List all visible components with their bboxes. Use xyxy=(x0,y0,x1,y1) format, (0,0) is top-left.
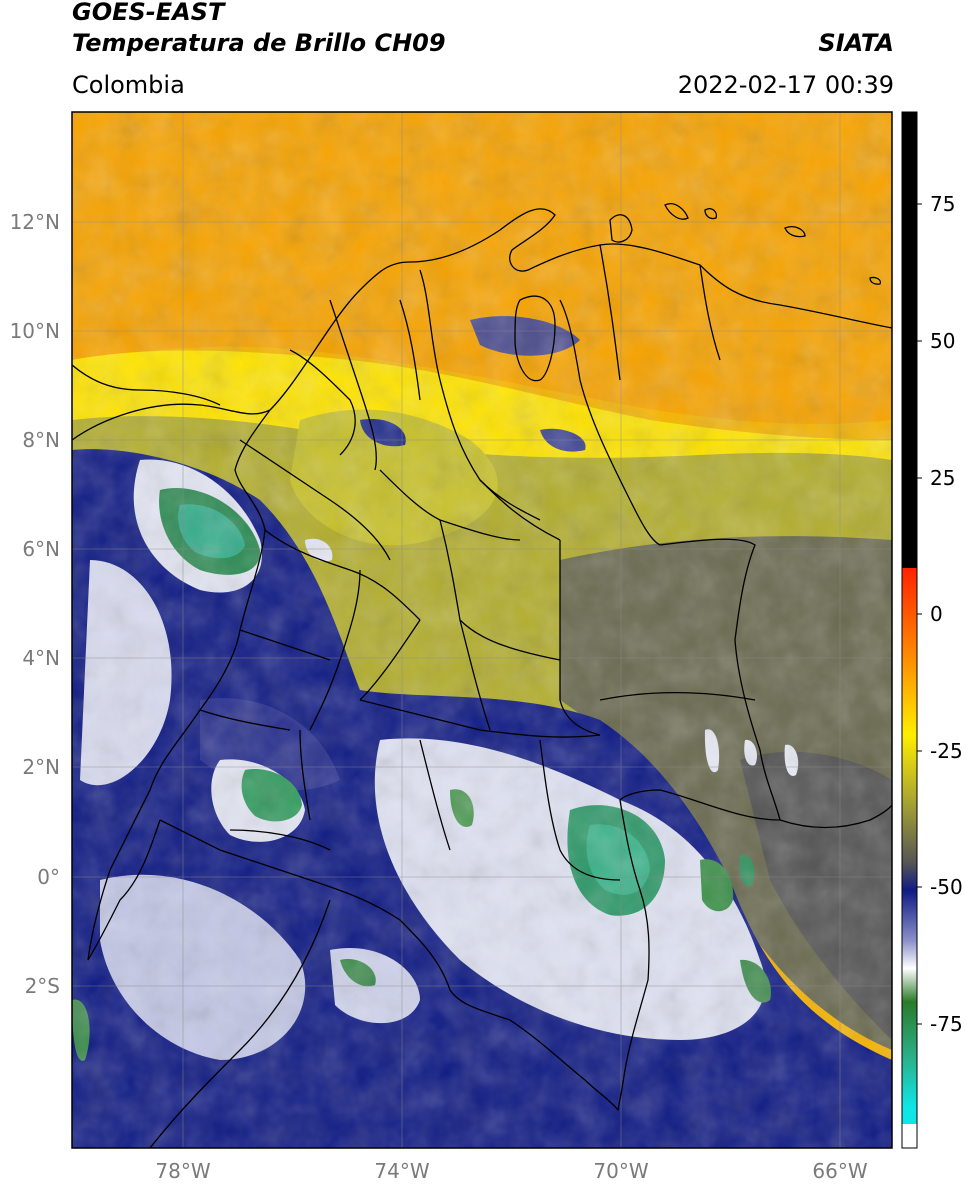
colorbar-tick-75: 75 xyxy=(930,192,956,216)
colorbar-tick-50: 50 xyxy=(930,329,956,353)
colorbar-tick-minus75: -75 xyxy=(930,1012,963,1036)
datetime-label: 2022-02-17 00:39 xyxy=(677,71,894,99)
region-label: Colombia xyxy=(72,71,185,99)
lat-tick-12n: 12°N xyxy=(9,210,60,234)
map-frame xyxy=(71,111,893,1149)
colorbar-black-segment xyxy=(902,112,917,568)
lon-tick-70w: 70°W xyxy=(593,1159,649,1183)
lon-tick-78w: 78°W xyxy=(155,1159,211,1183)
colorbar-tick-minus25: -25 xyxy=(930,739,963,763)
satellite-title: GOES-EAST xyxy=(72,0,225,26)
lat-tick-2n: 2°N xyxy=(22,755,60,779)
lat-tick-2s: 2°S xyxy=(24,974,60,998)
colorbar-tick-0: 0 xyxy=(930,602,943,626)
lat-tick-6n: 6°N xyxy=(22,537,60,561)
colorbar-frame xyxy=(901,111,918,1149)
graticule xyxy=(72,112,892,1148)
colorbar xyxy=(901,111,922,1149)
product-title: Temperatura de Brillo CH09 xyxy=(72,29,446,57)
colorbar-gradient xyxy=(902,568,917,1124)
lat-tick-8n: 8°N xyxy=(22,428,60,452)
lon-tick-66w: 66°W xyxy=(812,1159,868,1183)
colorbar-white-segment xyxy=(902,1124,917,1148)
brand-label: SIATA xyxy=(818,29,894,57)
lon-tick-74w: 74°W xyxy=(374,1159,430,1183)
boundaries xyxy=(72,203,892,1148)
lat-tick-4n: 4°N xyxy=(22,646,60,670)
lat-tick-0: 0° xyxy=(37,865,60,889)
lat-tick-10n: 10°N xyxy=(9,319,60,343)
satellite-imagery xyxy=(72,112,892,1148)
colorbar-tick-minus50: -50 xyxy=(930,875,963,899)
colorbar-tick-25: 25 xyxy=(930,466,956,490)
